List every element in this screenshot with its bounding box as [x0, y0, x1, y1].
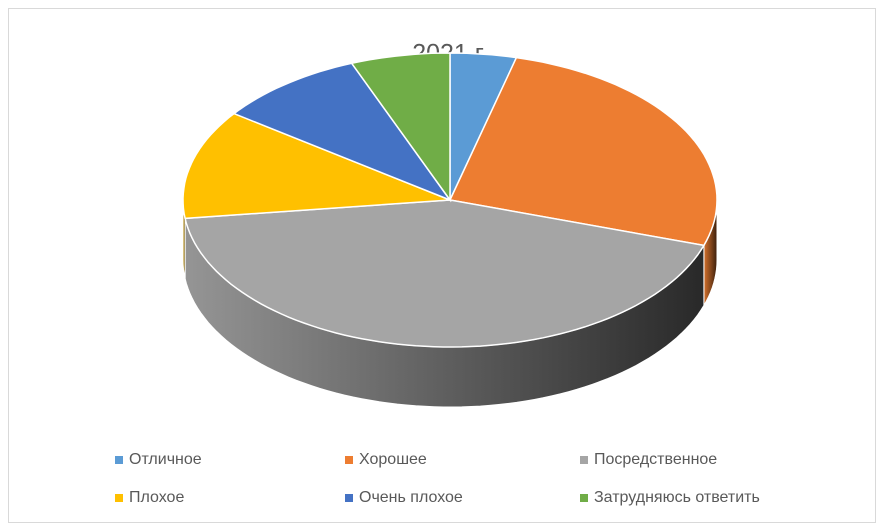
legend-label: Плохое — [129, 489, 184, 506]
pie-slice — [182, 112, 451, 220]
legend-label: Посредственное — [594, 451, 717, 468]
legend-swatch — [580, 456, 588, 464]
legend-swatch — [580, 494, 588, 502]
legend-swatch — [345, 494, 353, 502]
pie-slice — [184, 199, 706, 348]
legend-label: Очень плохое — [359, 489, 463, 506]
legend-label: Затрудняюсь ответить — [594, 489, 760, 506]
pie-slice — [448, 56, 718, 247]
legend-swatch — [115, 494, 123, 502]
legend-swatch — [345, 456, 353, 464]
pie-slice — [350, 52, 451, 203]
pie-slice — [232, 62, 453, 202]
legend-label: Хорошее — [359, 451, 427, 468]
legend-label: Отличное — [129, 451, 202, 468]
legend-swatch — [115, 456, 123, 464]
